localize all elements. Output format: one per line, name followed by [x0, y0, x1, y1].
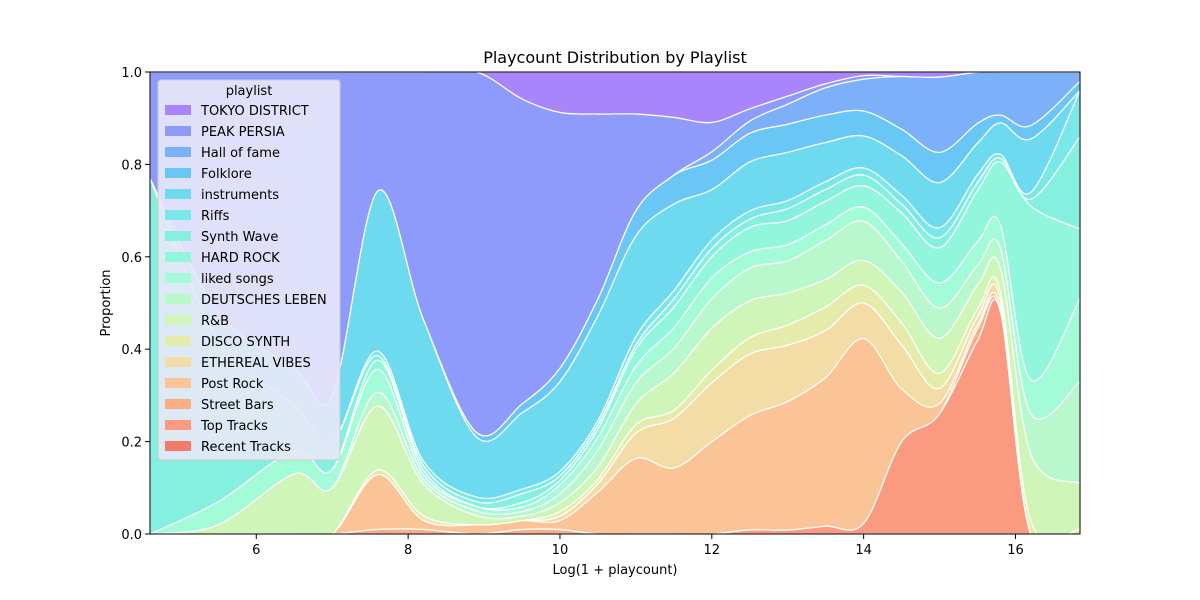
legend-item: DISCO SYNTH — [165, 335, 290, 350]
area-tokyo-district — [150, 72, 1080, 124]
legend-label: DEUTSCHES LEBEN — [201, 293, 327, 308]
legend-item: HARD ROCK — [165, 251, 280, 266]
x-tick-label: 14 — [855, 543, 872, 558]
legend-item: TOKYO DISTRICT — [165, 104, 309, 119]
legend-item: Riffs — [165, 209, 230, 224]
x-tick-label: 6 — [252, 543, 260, 558]
legend-label: R&B — [201, 314, 229, 329]
legend-swatch — [165, 168, 191, 178]
legend-label: instruments — [201, 188, 279, 203]
legend-swatch — [165, 210, 191, 220]
legend-swatch — [165, 378, 191, 388]
legend-label: Street Bars — [201, 398, 274, 413]
y-tick-label: 0.4 — [121, 343, 142, 358]
legend-item: instruments — [165, 188, 279, 203]
legend-label: HARD ROCK — [201, 251, 280, 266]
legend-label: Post Rock — [201, 377, 264, 392]
legend-swatch — [165, 336, 191, 346]
legend-label: Recent Tracks — [201, 440, 291, 455]
legend-item: Folklore — [165, 167, 252, 182]
legend-label: Riffs — [201, 209, 230, 224]
legend-label: Top Tracks — [200, 419, 268, 434]
x-tick-label: 16 — [1007, 543, 1024, 558]
x-axis-label: Log(1 + playcount) — [553, 563, 678, 578]
area-top-tracks — [150, 299, 1080, 534]
x-tick-label: 12 — [704, 543, 721, 558]
legend-label: Synth Wave — [201, 230, 278, 245]
y-tick-label: 1.0 — [121, 66, 142, 81]
legend-label: PEAK PERSIA — [201, 125, 285, 140]
legend-item: Hall of fame — [165, 146, 280, 161]
legend-swatch — [165, 294, 191, 304]
chart-title: Playcount Distribution by Playlist — [483, 48, 747, 67]
x-tick-label: 8 — [404, 543, 412, 558]
legend-swatch — [165, 420, 191, 430]
legend-item: PEAK PERSIA — [165, 125, 285, 140]
y-tick-label: 0.2 — [121, 436, 142, 451]
y-tick-label: 0.8 — [121, 158, 142, 173]
y-axis-ticks: 0.0 0.2 0.4 0.6 0.8 1.0 — [121, 66, 150, 543]
legend-label: ETHEREAL VIBES — [201, 356, 311, 371]
legend-item: Street Bars — [165, 398, 274, 413]
legend-item: ETHEREAL VIBES — [165, 356, 311, 371]
legend-item: Recent Tracks — [165, 440, 291, 455]
legend-swatch — [165, 315, 191, 325]
legend-swatch — [165, 105, 191, 115]
legend-label: Folklore — [201, 167, 252, 182]
legend-swatch — [165, 147, 191, 157]
legend-item: Post Rock — [165, 377, 264, 392]
y-tick-label: 0.6 — [121, 251, 142, 266]
x-tick-label: 10 — [552, 543, 569, 558]
legend-item: Synth Wave — [165, 230, 278, 245]
legend-box — [157, 79, 341, 461]
legend-swatch — [165, 441, 191, 451]
y-tick-label: 0.0 — [121, 528, 142, 543]
legend-swatch — [165, 357, 191, 367]
area-layers — [150, 72, 1080, 534]
legend-label: TOKYO DISTRICT — [200, 104, 309, 119]
legend-title: playlist — [226, 84, 273, 99]
legend-swatch — [165, 399, 191, 409]
legend-item: DEUTSCHES LEBEN — [165, 293, 327, 308]
legend-swatch — [165, 252, 191, 262]
legend-swatch — [165, 231, 191, 241]
legend-swatch — [165, 189, 191, 199]
legend-label: DISCO SYNTH — [201, 335, 290, 350]
legend-swatch — [165, 126, 191, 136]
y-axis-label: Proportion — [99, 269, 114, 336]
legend-item: liked songs — [165, 272, 274, 287]
plot-frame — [149, 71, 1081, 535]
legend-label: Hall of fame — [201, 146, 280, 161]
legend-label: liked songs — [201, 272, 274, 287]
x-axis-ticks: 6 8 10 12 14 16 — [252, 534, 1024, 558]
legend: playlist TOKYO DISTRICT PEAK PERSIA Hall o… — [157, 79, 341, 461]
legend-item: R&B — [165, 314, 229, 329]
legend-swatch — [165, 273, 191, 283]
legend-item: Top Tracks — [165, 419, 268, 434]
